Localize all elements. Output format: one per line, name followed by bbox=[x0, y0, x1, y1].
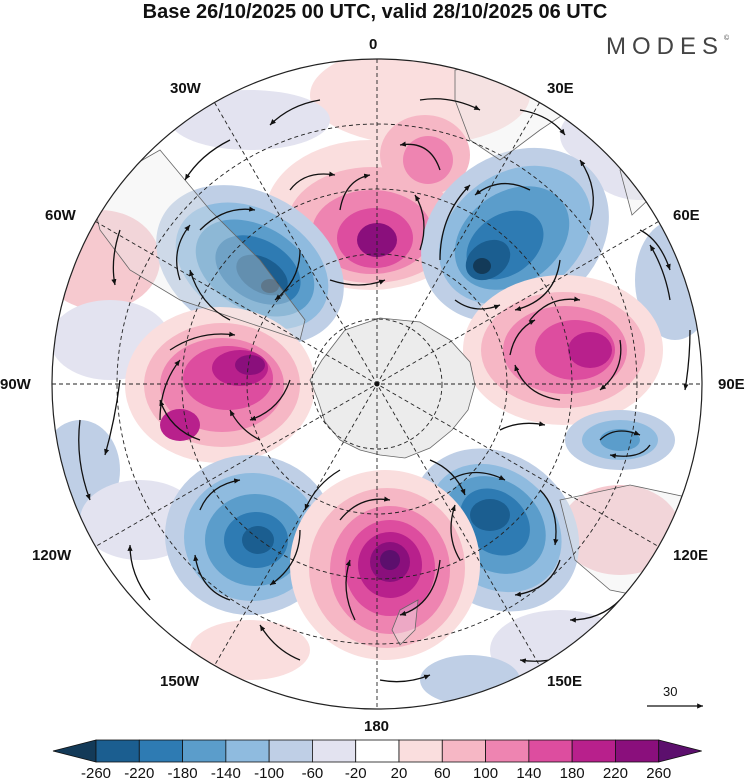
colorbar-bin bbox=[225, 739, 270, 763]
lon-label-60e: 60E bbox=[673, 207, 700, 224]
lon-label-120e: 120E bbox=[673, 547, 709, 564]
streamlines bbox=[78, 98, 691, 683]
lon-label-90e: 90E bbox=[718, 376, 745, 393]
colorbar-bin bbox=[182, 739, 227, 763]
colorbar-bin bbox=[355, 739, 400, 763]
colorbar-tick-label: -140 bbox=[210, 765, 241, 782]
lon-label-150e: 150E bbox=[547, 673, 583, 690]
colorbar-bin bbox=[571, 739, 616, 763]
anomaly-neg-nw bbox=[156, 185, 344, 345]
colorbar-tick-label: -260 bbox=[80, 765, 112, 782]
colorbar-tick-label: 20 bbox=[390, 765, 408, 782]
colorbar-tick-label: 60 bbox=[433, 765, 451, 782]
new-zealand-landmass bbox=[391, 599, 419, 646]
anomaly-field bbox=[52, 59, 702, 709]
colorbar-bin bbox=[95, 739, 140, 763]
reference-vector-label: 30 bbox=[663, 684, 678, 699]
lon-label-180: 180 bbox=[364, 718, 390, 735]
anomaly-pos-south bbox=[290, 470, 480, 660]
anomaly-pos-east bbox=[463, 275, 663, 425]
lon-label-30e: 30E bbox=[547, 80, 574, 97]
lon-label-0: 0 bbox=[369, 36, 378, 53]
colorbar-bin bbox=[138, 739, 183, 763]
brand-mark: © bbox=[724, 35, 730, 42]
colorbar-bin bbox=[528, 739, 573, 763]
colorbar-extend-low bbox=[52, 739, 97, 763]
colorbar-bin bbox=[268, 739, 313, 763]
colorbar-bin bbox=[615, 739, 660, 763]
colorbar-extend-high bbox=[658, 739, 702, 763]
south-america-landmass bbox=[89, 149, 306, 341]
map-border bbox=[51, 58, 703, 710]
lon-label-90w: 90W bbox=[0, 376, 31, 393]
south-pole-marker bbox=[374, 381, 380, 387]
colorbar-tick-label: 140 bbox=[516, 765, 542, 782]
antarctica-landmass bbox=[309, 317, 476, 459]
colorbar-bin bbox=[398, 739, 443, 763]
lon-label-150w: 150W bbox=[160, 673, 200, 690]
colorbar-tick-label: -180 bbox=[167, 765, 198, 782]
colorbar-tick-label: 180 bbox=[559, 765, 585, 782]
chart-title: Base 26/10/2025 00 UTC, valid 28/10/2025… bbox=[142, 1, 608, 23]
modes-logo: MODES© bbox=[606, 33, 729, 61]
colorbar-bin bbox=[312, 739, 357, 763]
colorbar-tick-label: -220 bbox=[124, 765, 155, 782]
colorbar-tick-label: 260 bbox=[646, 765, 672, 782]
lon-label-30w: 30W bbox=[170, 80, 201, 97]
colorbar-tick-label: 100 bbox=[473, 765, 499, 782]
anomaly-pos-north-2 bbox=[380, 115, 470, 195]
colorbar-bin bbox=[485, 739, 530, 763]
colorbar-tick-label: -100 bbox=[254, 765, 285, 782]
colorbar-tick-label: 220 bbox=[602, 765, 628, 782]
colorbar-tick-label: -20 bbox=[344, 765, 367, 782]
colorbar-tick-label: -60 bbox=[301, 765, 324, 782]
colorbar-tick-labels: -260 -220 -180 -140 -100 -60 -20 20 60 100 140 180 2… bbox=[0, 766, 750, 782]
anomaly-neg-east-small bbox=[565, 410, 675, 470]
brand-name: MODES bbox=[606, 33, 725, 60]
lon-label-120w: 120W bbox=[32, 547, 72, 564]
colorbar bbox=[52, 739, 702, 763]
colorbar-bin bbox=[441, 739, 486, 763]
lon-label-60w: 60W bbox=[45, 207, 76, 224]
